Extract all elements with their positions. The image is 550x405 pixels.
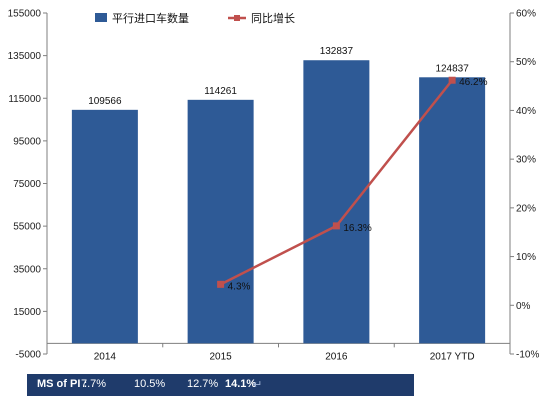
left-axis-tick-label: 55000 [13,222,41,233]
growth-point [332,222,340,230]
left-axis-tick-label: 75000 [13,179,41,190]
category-label: 2016 [325,351,348,362]
right-axis-tick-label: 60% [516,9,536,20]
market-share-prefix: MS of PI : [37,378,88,390]
bar [419,77,486,344]
category-label: 2015 [210,351,233,362]
market-share-2014: 7.7% [81,378,107,390]
growth-value-label: 4.3% [228,281,251,292]
growth-point [217,280,225,288]
right-axis-tick-label: 0% [516,301,531,312]
left-axis-tick-label: -5000 [15,350,41,361]
right-axis-tick-label: 40% [516,106,536,117]
left-axis-tick-label: 15000 [13,307,41,318]
bar-value-label: 124837 [435,63,469,74]
bar [303,60,370,344]
growth-value-label: 16.3% [343,223,371,234]
category-label: 2014 [94,351,117,362]
bar [71,109,138,344]
left-axis-tick-label: 95000 [13,136,41,147]
market-share-2016: 12.7% [187,378,219,390]
legend-bar-label: 平行进口车数量 [112,11,189,25]
market-share-bar: MS of PI : 7.7% 10.5% 12.7% 14.1% ↵ [27,374,414,396]
right-axis-tick-label: 50% [516,57,536,68]
right-axis-tick-label: 30% [516,155,536,166]
market-share-2015: 10.5% [134,378,166,390]
category-label: 2017 YTD [430,351,475,362]
right-axis-tick-label: -10% [516,350,539,361]
bar [187,99,254,344]
legend-bar-swatch [95,13,107,22]
left-axis-tick-label: 115000 [8,94,41,105]
left-axis-tick-label: 155000 [8,9,42,20]
growth-point [448,76,456,84]
market-share-2017: 14.1% [225,378,257,390]
return-mark: ↵ [253,379,263,391]
growth-value-label: 46.2% [459,77,487,88]
bar-value-label: 132837 [320,46,354,57]
bar-value-label: 109566 [88,96,122,107]
right-axis-tick-label: 20% [516,203,536,214]
right-axis-tick-label: 10% [516,252,536,263]
left-axis-tick-label: 135000 [8,51,42,62]
bar-value-label: 114261 [204,86,237,97]
legend-line-marker [234,15,240,21]
legend-line-label: 同比增长 [251,11,295,25]
left-axis-tick-label: 35000 [13,264,41,275]
